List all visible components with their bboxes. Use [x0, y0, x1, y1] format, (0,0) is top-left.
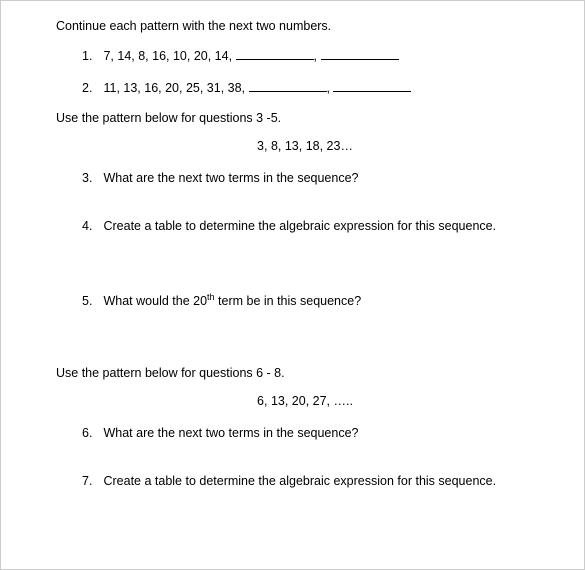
q1-blank-1[interactable]	[236, 49, 314, 60]
worksheet-page: Continue each pattern with the next two …	[1, 1, 584, 508]
q1-blank-2[interactable]	[321, 49, 399, 60]
question-2: 2. 11, 13, 16, 20, 25, 31, 38, ,	[82, 79, 554, 97]
q3-text: What are the next two terms in the seque…	[103, 171, 358, 185]
q5-number: 5.	[82, 292, 100, 310]
q2-blank-2[interactable]	[333, 81, 411, 92]
q6-number: 6.	[82, 424, 100, 442]
q2-number: 2.	[82, 79, 100, 97]
question-6: 6. What are the next two terms in the se…	[82, 424, 554, 442]
section2-pattern: 3, 8, 13, 18, 23…	[56, 139, 554, 153]
question-3: 3. What are the next two terms in the se…	[82, 169, 554, 187]
section1-instruction: Continue each pattern with the next two …	[56, 19, 554, 33]
q1-number: 1.	[82, 47, 100, 65]
question-7: 7. Create a table to determine the algeb…	[82, 472, 554, 490]
section2-instruction: Use the pattern below for questions 3 -5…	[56, 111, 554, 125]
q2-blank-1[interactable]	[249, 81, 327, 92]
q7-number: 7.	[82, 472, 100, 490]
question-4: 4. Create a table to determine the algeb…	[82, 217, 554, 235]
q2-sequence: 11, 13, 16, 20, 25, 31, 38,	[103, 81, 245, 95]
q5-text-post: term be in this sequence?	[215, 294, 362, 308]
section3-instruction: Use the pattern below for questions 6 - …	[56, 366, 554, 380]
q4-text: Create a table to determine the algebrai…	[103, 219, 496, 233]
q4-number: 4.	[82, 217, 100, 235]
q3-number: 3.	[82, 169, 100, 187]
question-1: 1. 7, 14, 8, 16, 10, 20, 14, ,	[82, 47, 554, 65]
question-5: 5. What would the 20th term be in this s…	[82, 292, 554, 310]
q6-text: What are the next two terms in the seque…	[103, 426, 358, 440]
q5-text-pre: What would the 20	[103, 294, 207, 308]
q1-sequence: 7, 14, 8, 16, 10, 20, 14,	[103, 49, 232, 63]
q7-text: Create a table to determine the algebrai…	[103, 474, 496, 488]
section3-pattern: 6, 13, 20, 27, …..	[56, 394, 554, 408]
separator: ,	[327, 81, 330, 95]
separator: ,	[314, 49, 317, 63]
q5-sup: th	[207, 291, 215, 301]
